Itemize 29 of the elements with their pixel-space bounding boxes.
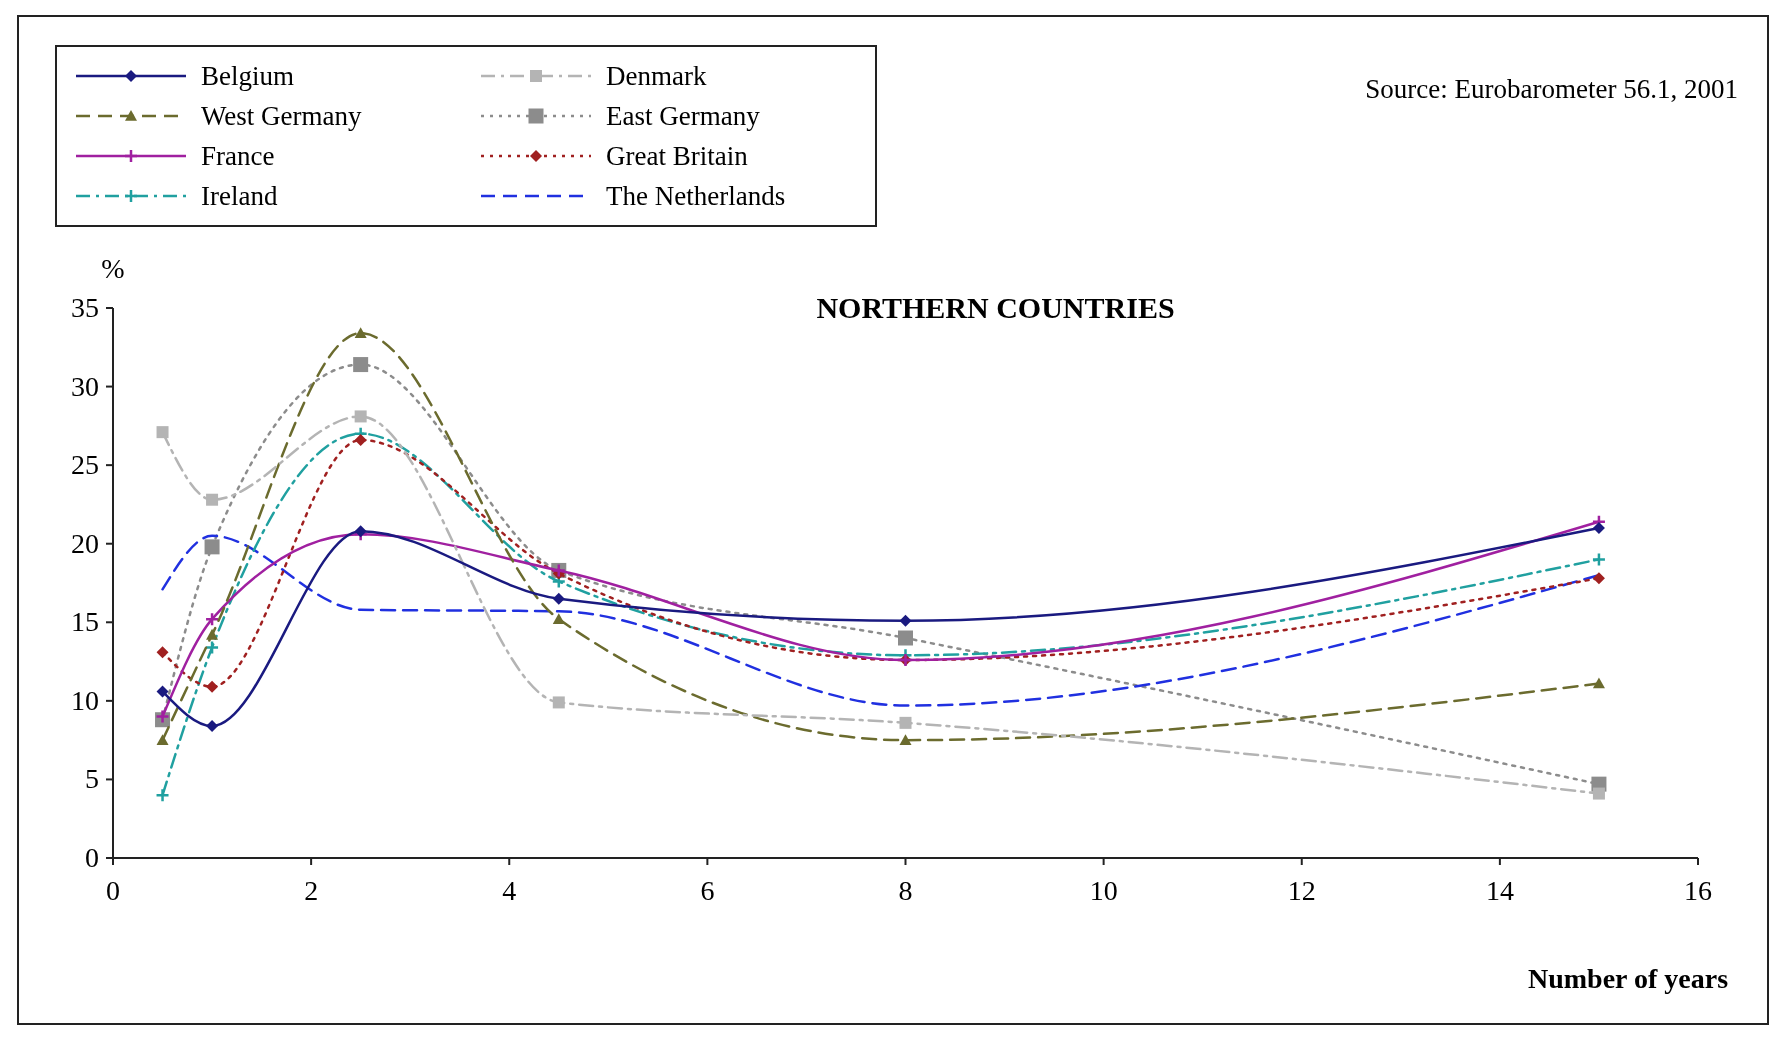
y-tick-label: 25 bbox=[71, 449, 99, 481]
y-tick-label: 30 bbox=[71, 370, 99, 402]
y-tick-label: 5 bbox=[85, 763, 99, 795]
legend-label: Great Britain bbox=[606, 141, 749, 171]
legend-label: The Netherlands bbox=[606, 181, 786, 211]
x-tick-label: 10 bbox=[1089, 875, 1118, 906]
legend-label: Ireland bbox=[201, 181, 278, 211]
legend-label: Belgium bbox=[201, 61, 294, 91]
x-tick-label: 0 bbox=[106, 875, 120, 906]
x-axis-title: Number of years bbox=[1527, 963, 1729, 994]
y-tick-label: 10 bbox=[71, 684, 99, 716]
x-tick-label: 12 bbox=[1287, 875, 1316, 906]
y-tick-label: 35 bbox=[71, 292, 99, 323]
y-axis-title: % bbox=[101, 253, 125, 284]
x-tick-label: 8 bbox=[898, 875, 913, 906]
source-note: Source: Eurobarometer 56.1, 2001 bbox=[1365, 74, 1738, 104]
y-tick-label: 20 bbox=[71, 527, 99, 559]
x-tick-label: 2 bbox=[304, 875, 319, 906]
legend-label: West Germany bbox=[201, 101, 363, 131]
legend-label: East Germany bbox=[606, 101, 761, 131]
y-tick-label: 0 bbox=[85, 842, 99, 873]
chart-title: NORTHERN COUNTRIES bbox=[816, 291, 1175, 324]
x-tick-label: 16 bbox=[1684, 875, 1712, 906]
x-tick-label: 6 bbox=[700, 875, 715, 906]
legend-label: France bbox=[201, 141, 275, 171]
y-tick-label: 15 bbox=[71, 606, 99, 638]
x-tick-label: 4 bbox=[502, 875, 517, 906]
legend-label: Denmark bbox=[606, 61, 707, 91]
x-tick-label: 14 bbox=[1485, 875, 1514, 906]
